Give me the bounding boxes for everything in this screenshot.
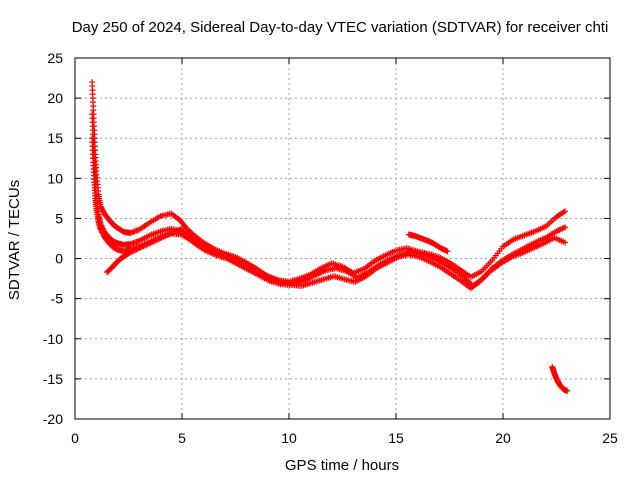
plot-frame <box>74 57 611 420</box>
y-tick-label: 5 <box>55 210 63 226</box>
x-tick-label: 15 <box>388 430 404 446</box>
x-axis-label: GPS time / hours <box>285 457 399 474</box>
y-tick-label: 15 <box>47 130 63 146</box>
series-track-e <box>405 231 451 255</box>
data-point <box>564 387 571 394</box>
x-tick-label: 10 <box>281 430 297 446</box>
data-markers <box>89 79 571 394</box>
data-point <box>179 225 185 232</box>
series-track-d <box>104 225 185 276</box>
y-tick-label: -15 <box>43 371 63 387</box>
y-tick-label: 20 <box>47 90 63 106</box>
data-point <box>444 248 451 255</box>
x-tick-label: 20 <box>495 430 511 446</box>
x-tick-label: 25 <box>602 430 618 446</box>
data-point <box>562 208 569 215</box>
y-tick-label: 10 <box>47 170 63 186</box>
y-tick-label: -10 <box>43 331 63 347</box>
y-tick-label: -5 <box>51 291 64 307</box>
data-point <box>562 224 569 231</box>
grid-lines <box>75 58 610 419</box>
series-track-c <box>89 135 569 292</box>
y-axis-label: SDTVAR / TECUs <box>6 180 23 300</box>
tick-labels: 0 5 10 15 20 25 -20 -15 -10 -5 0 5 10 15 20 25 <box>43 50 618 446</box>
series-track-f <box>549 363 571 394</box>
chart-title: Day 250 of 2024, Sidereal Day-to-day VTE… <box>72 19 609 36</box>
y-tick-label: 0 <box>55 251 63 267</box>
x-tick-label: 5 <box>178 430 186 446</box>
x-tick-label: 0 <box>71 430 79 446</box>
y-tick-label: -20 <box>43 411 63 427</box>
data-point <box>562 239 569 246</box>
y-tick-label: 25 <box>47 50 63 66</box>
